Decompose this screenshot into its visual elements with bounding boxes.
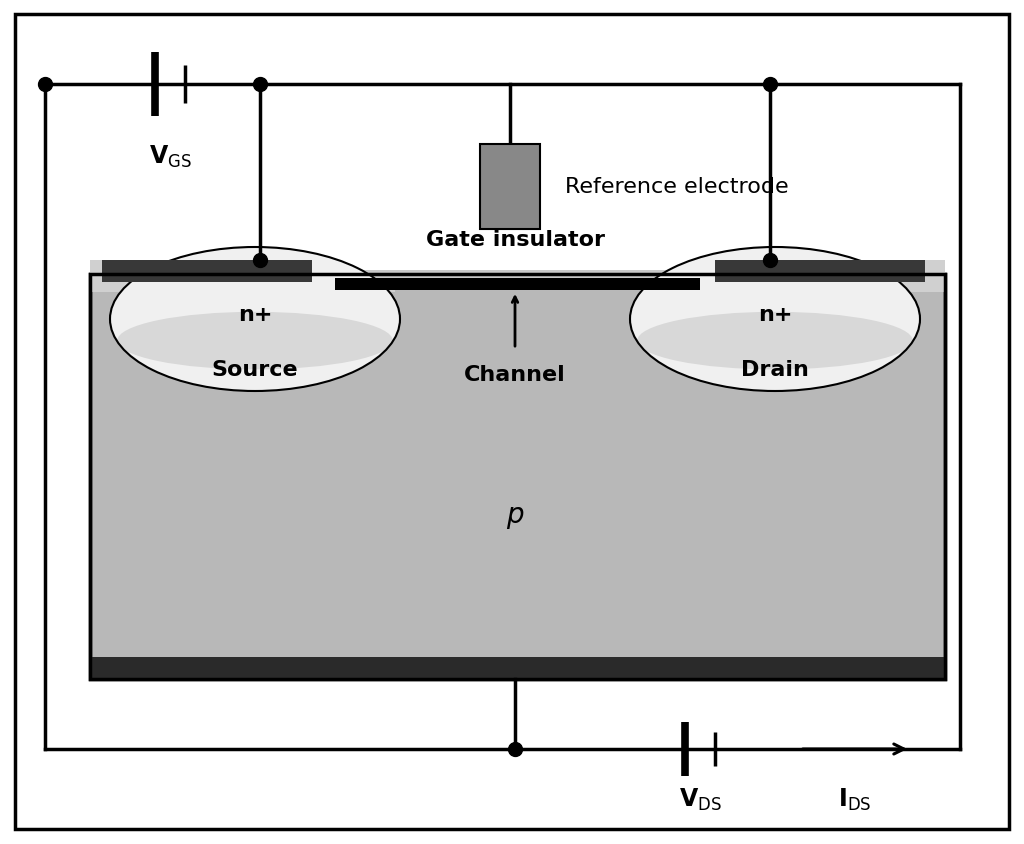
Bar bbox=[90, 657, 945, 679]
Text: Channel: Channel bbox=[464, 365, 566, 385]
Ellipse shape bbox=[118, 312, 393, 370]
Text: Reference electrode: Reference electrode bbox=[565, 177, 788, 197]
Text: n+: n+ bbox=[238, 305, 272, 325]
Bar bbox=[300, 271, 730, 289]
Text: V$_{\mathsf{DS}}$: V$_{\mathsf{DS}}$ bbox=[679, 786, 722, 812]
Text: V$_{\mathsf{GS}}$: V$_{\mathsf{GS}}$ bbox=[148, 143, 191, 170]
Ellipse shape bbox=[110, 247, 400, 392]
Bar bbox=[715, 261, 925, 283]
Bar bbox=[90, 274, 945, 679]
Text: I$_{\mathsf{DS}}$: I$_{\mathsf{DS}}$ bbox=[839, 786, 871, 812]
Text: Gate insulator: Gate insulator bbox=[426, 230, 604, 250]
Bar bbox=[640, 274, 945, 293]
Ellipse shape bbox=[637, 312, 912, 370]
Bar bbox=[480, 145, 540, 230]
Text: Drain: Drain bbox=[741, 360, 809, 380]
Ellipse shape bbox=[630, 247, 920, 392]
Bar bbox=[90, 274, 945, 679]
Text: Source: Source bbox=[212, 360, 298, 380]
Bar bbox=[925, 261, 945, 283]
Bar bbox=[90, 261, 102, 283]
Text: p: p bbox=[506, 500, 524, 528]
Text: n+: n+ bbox=[758, 305, 793, 325]
Bar bbox=[102, 261, 312, 283]
Bar bbox=[335, 279, 700, 290]
Bar bbox=[90, 274, 395, 293]
